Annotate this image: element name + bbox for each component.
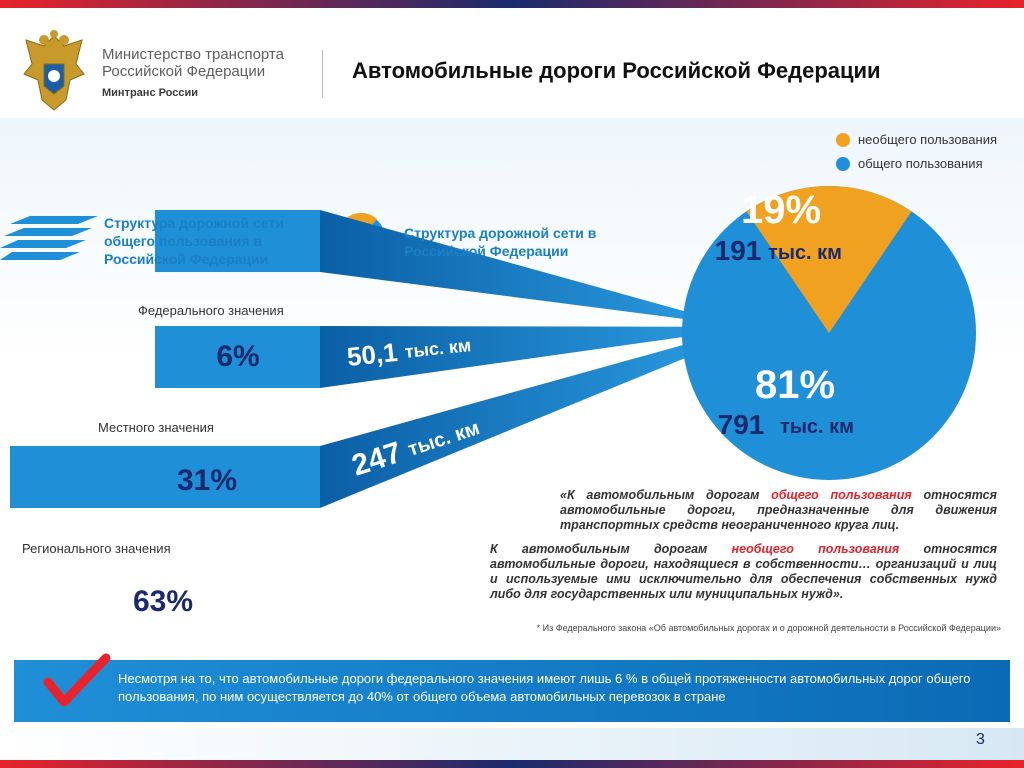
note-private-roads: К автомобильным дорогам необщего пользов… xyxy=(490,542,997,602)
bar-label-regional: 63% xyxy=(133,585,193,618)
footer-bar xyxy=(0,728,1024,760)
note-public-part-2: относятся автомобильные дороги, предназн… xyxy=(560,488,997,532)
ray-unit-regional: тыс. км xyxy=(424,488,499,545)
header: Министерство транспорта Российской Федер… xyxy=(0,8,1024,118)
bottom-info-text: Несмотря на то, что автомобильные дороги… xyxy=(118,671,971,704)
checkmark-icon xyxy=(43,653,111,707)
legend-dot-private xyxy=(836,133,850,147)
ray-federal xyxy=(320,210,725,325)
bar-label-federal: 6% xyxy=(216,340,259,373)
ministry-name: Министерство транспорта Российской Федер… xyxy=(102,46,284,80)
note-private-part-1: К автомобильным дорогам xyxy=(490,542,732,556)
public-network-title: Структура дорожной сети общего пользован… xyxy=(104,215,284,267)
bar-regional xyxy=(10,446,320,508)
category-local: Местного значения xyxy=(98,420,214,435)
pie-unit-private: тыс. км xyxy=(768,242,842,264)
note-public-highlight: общего пользования xyxy=(771,488,912,502)
bar-federal xyxy=(155,210,320,272)
top-accent-bar xyxy=(0,0,1024,8)
legend-label-public: общего пользования xyxy=(858,156,983,171)
legend-dot-public xyxy=(836,157,850,171)
bar-local xyxy=(155,326,320,388)
header-divider xyxy=(322,50,323,98)
road-network-chart: 19% 191 тыс. км 81% 791 тыс. км 6% 31% 6… xyxy=(0,133,976,618)
bottom-accent-bar xyxy=(0,760,1024,768)
legend-label-private: необщего пользования xyxy=(858,132,998,147)
bar-label-local: 31% xyxy=(177,464,237,497)
pie-percent-private: 19% xyxy=(741,188,821,232)
bottom-info-band xyxy=(14,660,1010,722)
ray-local xyxy=(320,326,725,388)
section-stripes-icon xyxy=(0,216,98,260)
ray-regional xyxy=(320,331,730,508)
page-title: Автомобильные дороги Российской Федераци… xyxy=(352,58,881,83)
coat-of-arms-icon xyxy=(23,30,85,111)
pie-length-public: 791 xyxy=(718,409,765,440)
ray-length-federal: 50,1 xyxy=(345,337,398,372)
note-private-highlight: необщего пользования xyxy=(731,542,900,556)
network-structure-title: Структура дорожной сети в Российской Фед… xyxy=(404,225,597,259)
pie-length-private: 191 xyxy=(715,235,762,266)
category-regional: Регионального значения xyxy=(22,541,171,556)
ministry-short-name: Минтранс России xyxy=(102,87,199,99)
category-federal: Федерального значения xyxy=(138,303,284,318)
note-public-roads: «К автомобильным дорогам общего пользова… xyxy=(560,488,997,533)
pie-slice-private xyxy=(746,185,912,333)
pie-percent-public: 81% xyxy=(755,363,835,407)
pie-unit-public: тыс. км xyxy=(780,416,854,438)
note-private-part-2: относятся автомобильные дороги, находящи… xyxy=(490,542,998,601)
note-public-part-1: «К автомобильным дорогам xyxy=(560,488,772,502)
page-number: 3 xyxy=(976,731,985,748)
ray-length-regional: 494 xyxy=(371,524,431,578)
footnote: * Из Федерального закона «Об автомобильн… xyxy=(536,623,1001,633)
